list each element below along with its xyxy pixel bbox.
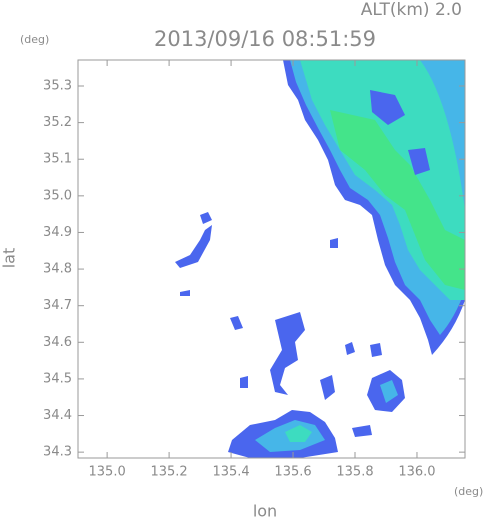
x-tick-label: 136.0 [398,465,435,480]
radar-echo [175,60,465,458]
x-axis-label: lon [253,502,277,521]
x-tick-label: 135.6 [274,465,311,480]
y-tick-label: 35.1 [43,152,72,167]
y-tick-label: 35.2 [43,115,72,130]
y-tick-label: 34.4 [43,408,72,423]
y-tick-label: 34.3 [43,445,72,460]
y-tick-label: 35.3 [43,78,72,93]
plot-frame [77,59,466,459]
x-unit: (deg) [454,485,483,498]
y-unit: (deg) [20,33,49,46]
y-tick-label: 34.5 [43,371,72,386]
y-tick-label: 34.8 [43,262,72,277]
x-tick-label: 135.2 [150,465,187,480]
chart-title: 2013/09/16 08:51:59 [154,27,376,51]
y-tick-label: 34.9 [43,225,72,240]
y-axis-label: lat [0,248,19,269]
altitude-label: ALT(km) 2.0 [361,0,462,20]
x-tick-label: 135.4 [212,465,249,480]
y-tick-label: 34.6 [43,335,72,350]
y-tick-label: 35.0 [43,188,72,203]
x-tick-label: 135.0 [89,465,126,480]
x-tick-label: 135.8 [336,465,373,480]
y-tick-label: 34.7 [43,298,72,313]
